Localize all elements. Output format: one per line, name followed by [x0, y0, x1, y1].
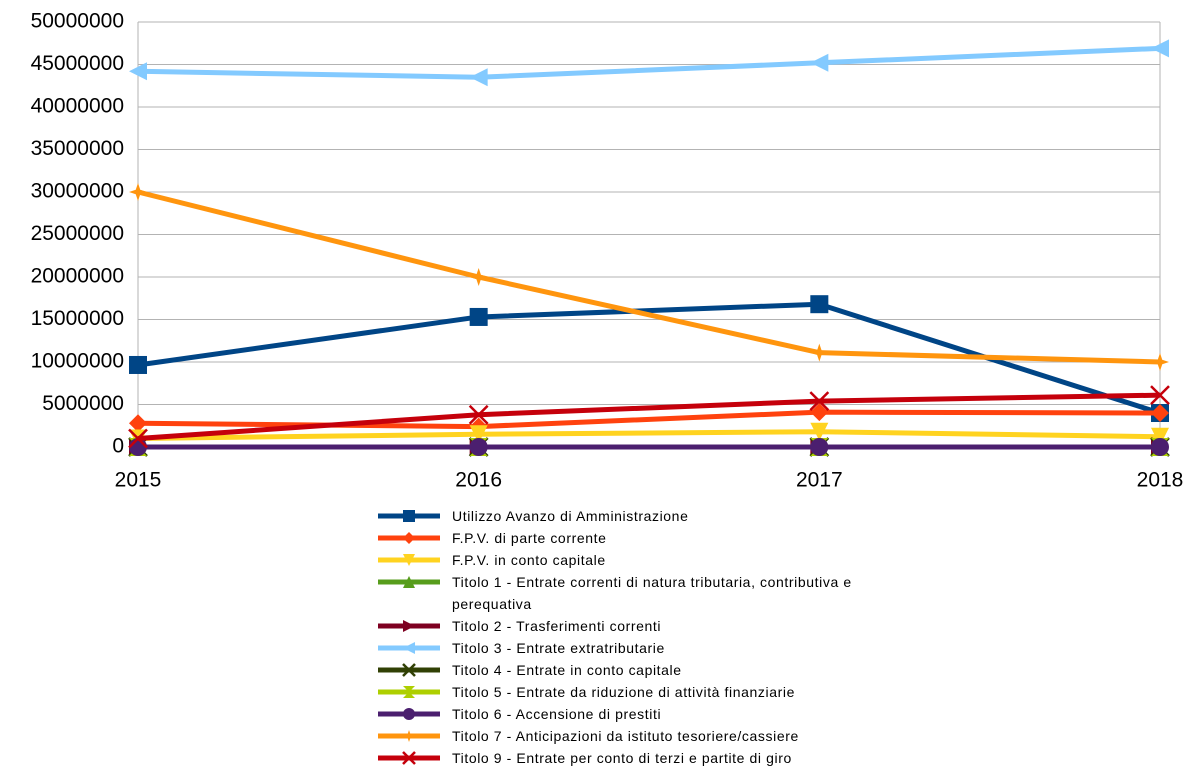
marker	[1151, 438, 1169, 456]
marker	[403, 730, 415, 742]
series-line	[137, 392, 1161, 441]
marker	[810, 403, 829, 422]
legend-label: Titolo 4 - Entrate in conto capitale	[452, 662, 682, 678]
marker	[469, 68, 488, 87]
marker	[403, 510, 415, 522]
marker	[810, 438, 829, 456]
y-tick-label: 5000000	[42, 392, 124, 415]
marker	[403, 708, 415, 720]
marker	[1151, 39, 1169, 58]
marker	[128, 428, 148, 449]
legend-label: Titolo 3 - Entrate extratributarie	[452, 640, 665, 656]
marker	[810, 53, 829, 72]
legend-label: Titolo 2 - Trasferimenti correnti	[452, 618, 662, 634]
y-tick-label: 10000000	[31, 350, 124, 373]
legend-swatch	[378, 708, 440, 720]
marker	[1151, 353, 1169, 371]
marker	[129, 183, 147, 201]
legend-item: Titolo 5 - Entrate da riduzione di attiv…	[378, 681, 852, 703]
y-tick-label: 40000000	[31, 95, 124, 118]
legend-item: Titolo 7 - Anticipazioni da istituto tes…	[378, 725, 852, 747]
marker	[1150, 385, 1170, 406]
marker	[403, 576, 415, 588]
legend-label: Titolo 5 - Entrate da riduzione di attiv…	[452, 684, 795, 700]
legend-label: Titolo 1 - Entrate correnti di natura tr…	[452, 574, 852, 612]
legend-swatch	[378, 554, 440, 566]
legend-swatch	[378, 642, 440, 654]
y-tick-label: 25000000	[31, 222, 124, 245]
marker	[403, 686, 415, 698]
marker	[403, 554, 415, 566]
legend-swatch	[378, 576, 440, 588]
marker	[129, 414, 147, 433]
series-line	[137, 45, 1161, 80]
legend-item: Titolo 6 - Accensione di prestiti	[378, 703, 852, 725]
legend-label: Titolo 9 - Entrate per conto di terzi e …	[452, 750, 792, 766]
marker	[402, 751, 416, 765]
x-tick-label: 2018	[1137, 469, 1184, 492]
x-tick-label: 2017	[796, 469, 843, 492]
legend-item: Utilizzo Avanzo di Amministrazione	[378, 505, 852, 527]
legend-item: Titolo 4 - Entrate in conto capitale	[378, 659, 852, 681]
legend-swatch	[378, 730, 440, 742]
y-tick-label: 30000000	[31, 180, 124, 203]
legend-swatch	[378, 751, 440, 765]
y-tick-label: 0	[112, 435, 124, 458]
legend-label: Utilizzo Avanzo di Amministrazione	[452, 508, 689, 524]
x-tick-label: 2016	[455, 469, 502, 492]
legend-swatch	[378, 510, 440, 522]
marker	[809, 391, 830, 411]
chart: 0 5000000 10000000 15000000 20000000 25000000…	[31, 10, 1184, 492]
legend: Utilizzo Avanzo di Amministrazione F.P.V.…	[378, 505, 852, 769]
series-line	[137, 429, 1161, 441]
legend-label: Titolo 7 - Anticipazioni da istituto tes…	[452, 728, 799, 744]
y-tick-label: 20000000	[31, 265, 124, 288]
y-tick-label: 15000000	[31, 307, 124, 330]
y-tick-label: 35000000	[31, 137, 124, 160]
legend-label: F.P.V. di parte corrente	[452, 530, 607, 546]
legend-item: Titolo 1 - Entrate correnti di natura tr…	[378, 571, 852, 615]
marker	[129, 62, 147, 81]
y-tick-label: 50000000	[31, 10, 124, 33]
marker	[1151, 404, 1169, 422]
legend-item: F.P.V. in conto capitale	[378, 549, 852, 571]
marker	[403, 642, 415, 654]
legend-swatch	[378, 532, 440, 544]
marker	[810, 343, 829, 362]
marker	[469, 307, 488, 326]
y-tick-label: 45000000	[31, 52, 124, 75]
marker	[402, 663, 416, 677]
marker	[129, 355, 147, 374]
marker	[469, 438, 488, 456]
x-tick-label: 2015	[115, 469, 162, 492]
series-line	[137, 189, 1161, 365]
marker	[1151, 427, 1169, 446]
marker	[129, 438, 147, 456]
legend-swatch	[378, 620, 440, 632]
legend-item: Titolo 9 - Entrate per conto di terzi e …	[378, 747, 852, 769]
legend-label: Titolo 6 - Accensione di prestiti	[452, 706, 662, 722]
legend-label: F.P.V. in conto capitale	[452, 552, 606, 568]
legend-item: Titolo 2 - Trasferimenti correnti	[378, 615, 852, 637]
marker	[810, 295, 829, 314]
legend-swatch	[378, 663, 440, 677]
legend-item: F.P.V. di parte corrente	[378, 527, 852, 549]
marker	[469, 425, 488, 444]
marker	[468, 404, 489, 425]
series-line	[137, 409, 1161, 430]
marker	[403, 620, 415, 632]
legend-swatch	[378, 686, 440, 698]
marker	[469, 268, 488, 286]
marker	[810, 422, 829, 441]
legend-item: Titolo 3 - Entrate extratributarie	[378, 637, 852, 659]
marker	[403, 532, 415, 544]
